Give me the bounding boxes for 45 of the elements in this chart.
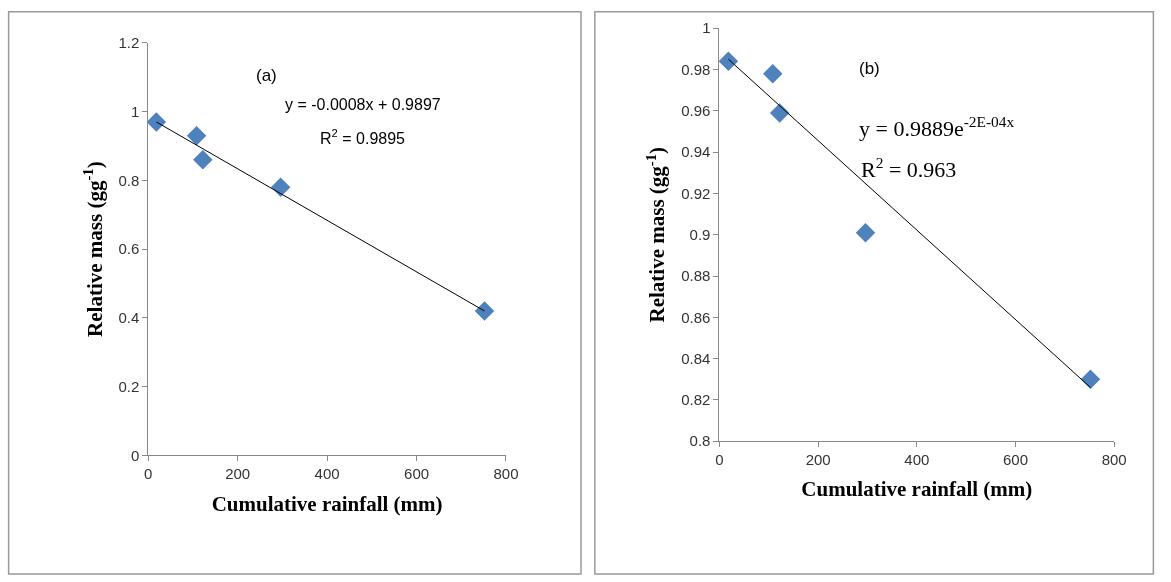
y-tick-label: 0.6 (118, 240, 140, 258)
x-axis-title: Cumulative rainfall (mm) (211, 491, 443, 516)
y-tick-label: 0.92 (681, 184, 711, 202)
point (718, 51, 739, 71)
x-tick-label: 200 (225, 465, 251, 483)
x-tick-label: 600 (1002, 451, 1028, 469)
x-tick-label: 800 (1101, 451, 1127, 469)
annotation: R$^{2}$ = 0.963 (861, 154, 957, 183)
point (186, 125, 207, 146)
y-tick-label: 0.84 (681, 349, 711, 367)
y-tick-label: 0.9 (689, 225, 711, 243)
y-tick-label: 1 (130, 102, 140, 120)
y-tick-label: 0.96 (681, 102, 711, 120)
point (763, 63, 783, 84)
y-tick-label: 0.94 (681, 143, 711, 161)
point (270, 177, 291, 198)
x-tick-label: 800 (493, 465, 519, 483)
y-tick-label: 0.8 (689, 432, 711, 450)
point (1080, 369, 1101, 390)
x-tick-label: 200 (805, 451, 831, 469)
y-tick-label: 0.86 (681, 308, 711, 326)
annotation: (a) (256, 66, 277, 85)
y-tick-label: 0.98 (681, 60, 711, 78)
x-tick-label: 0 (144, 465, 153, 483)
point (193, 150, 213, 170)
point (769, 103, 790, 123)
x-axis-title: Cumulative rainfall (mm) (801, 477, 1033, 502)
annotation: R$^{2}$ = 0.9895 (320, 127, 406, 147)
annotation: (b) (859, 59, 880, 78)
annotation: y = -0.0008x + 0.9897 (285, 96, 441, 113)
x-tick-label: 400 (314, 465, 340, 483)
point (146, 112, 167, 132)
x-tick-label: 600 (404, 465, 430, 483)
y-tick-label: 1 (702, 19, 711, 37)
annotation: y = 0.9889e$^{-2E-04x}$ (859, 113, 1015, 142)
point (474, 301, 495, 321)
y-tick-label: 1.2 (118, 34, 140, 52)
y-tick-label: 0.2 (118, 377, 140, 395)
y-tick-label: 0.82 (681, 391, 711, 409)
x-tick-label: 0 (715, 451, 724, 469)
y-tick-label: 0.4 (118, 309, 140, 327)
y-tick-label: 0.88 (681, 267, 711, 285)
y-tick-label: 0.8 (118, 171, 140, 189)
point (855, 222, 876, 243)
x-tick-label: 400 (904, 451, 930, 469)
